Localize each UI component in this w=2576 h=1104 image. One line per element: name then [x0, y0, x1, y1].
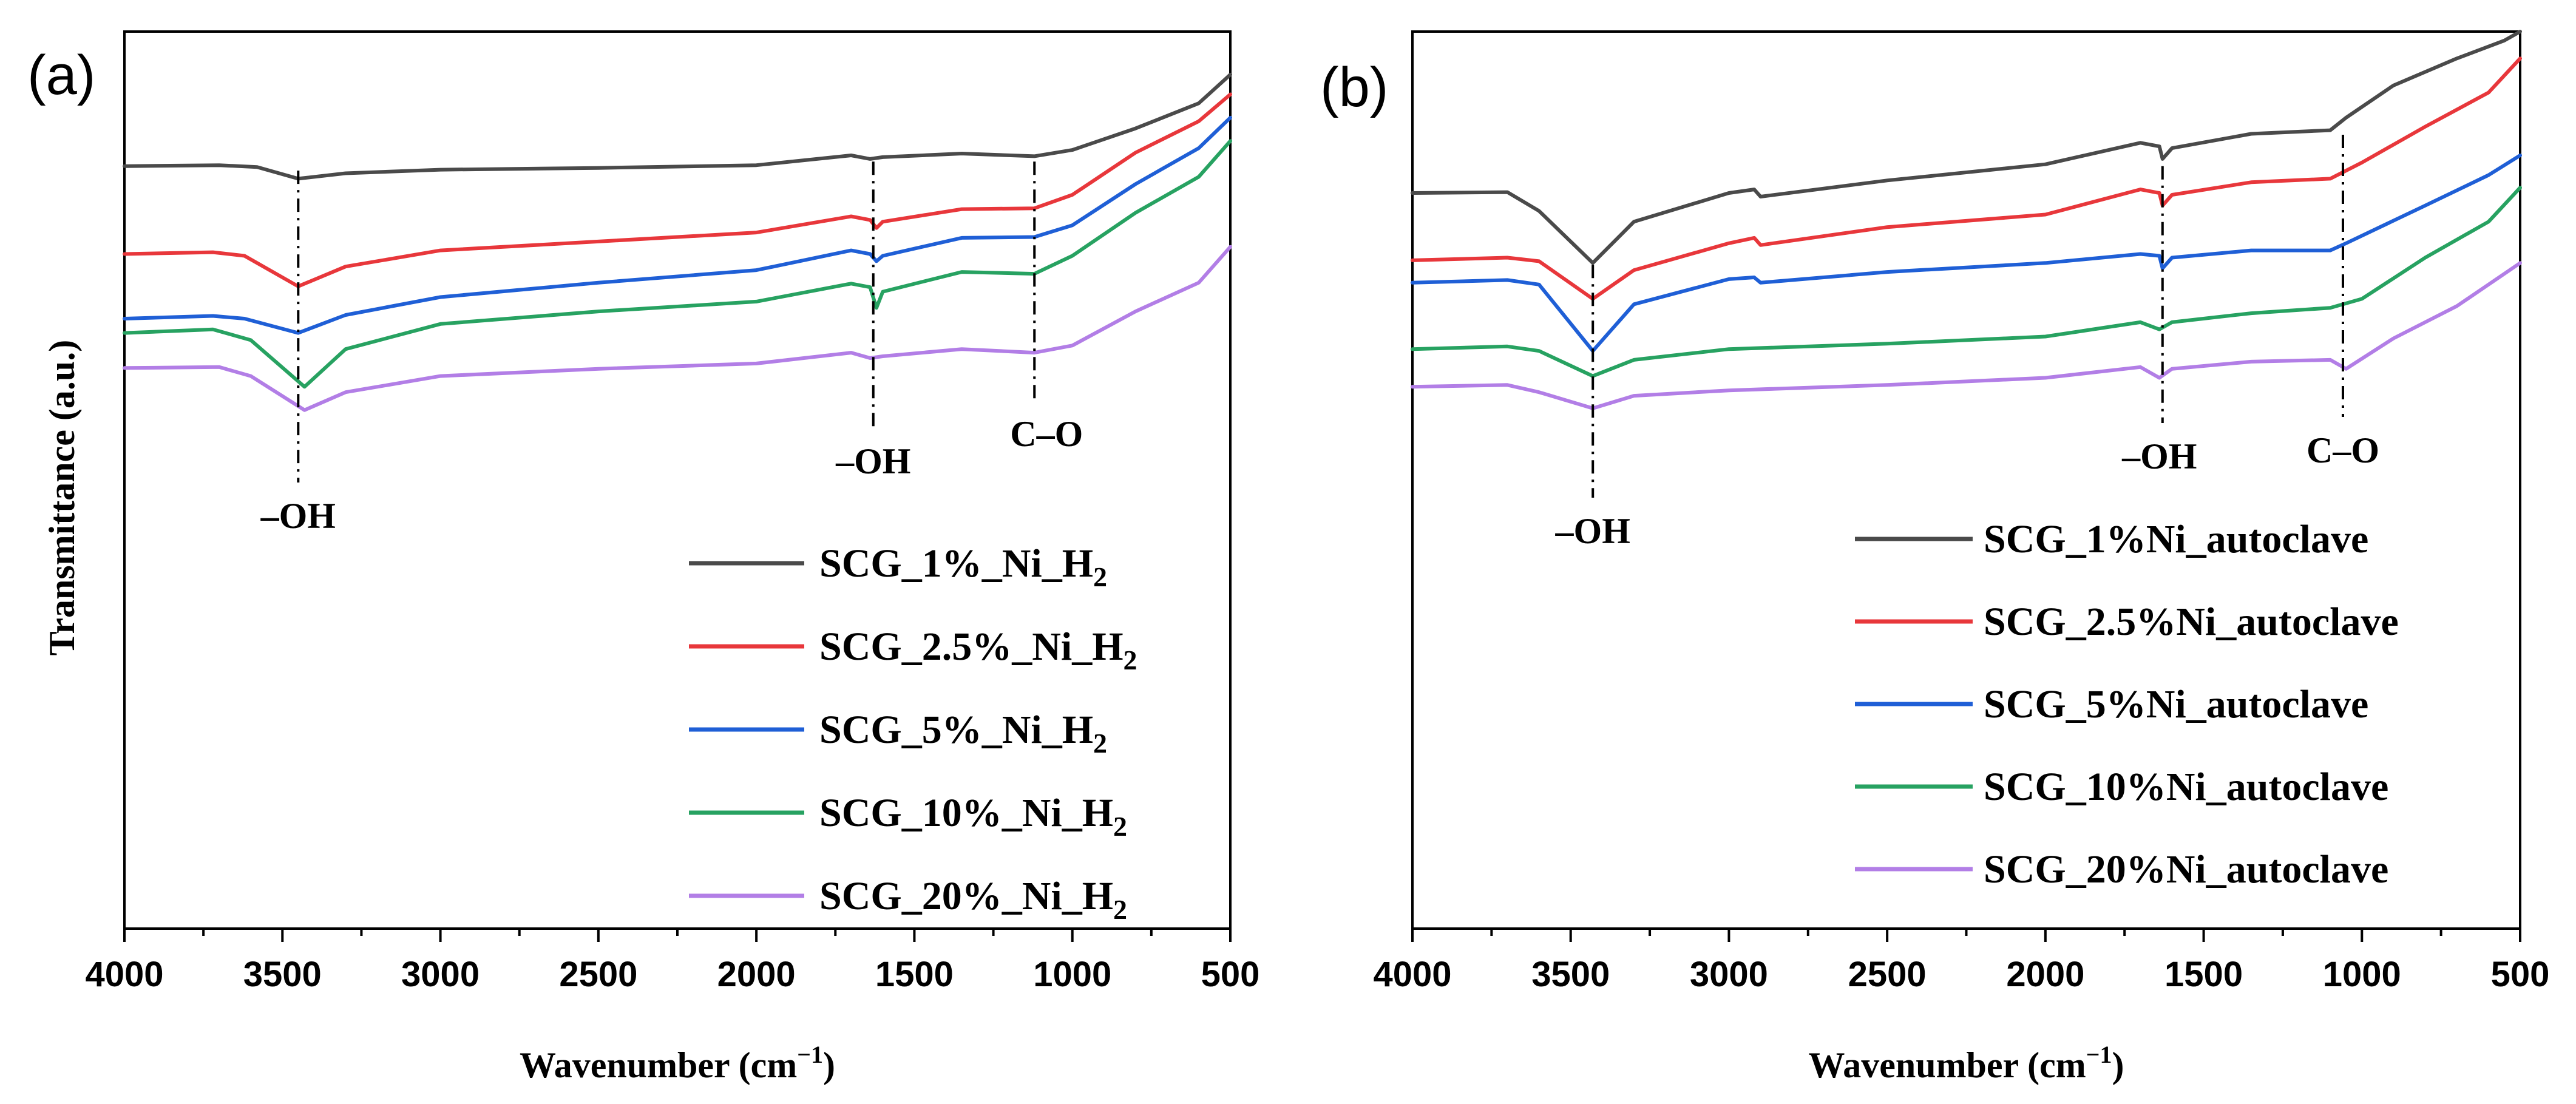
- legend-label: SCG_2.5%Ni_autoclave: [1984, 600, 2399, 644]
- annotation-label: –OH: [260, 496, 336, 536]
- series-line: [123, 115, 1232, 335]
- annotation-label: C–O: [2307, 430, 2379, 470]
- legend-label-sub: 2: [1093, 728, 1107, 759]
- legend-label-main: SCG_2.5%_Ni_H: [819, 625, 1124, 669]
- annotation-label: –OH: [835, 441, 910, 481]
- legend-label-main: SCG_1%Ni_autoclave: [1984, 517, 2368, 561]
- x-tick-label: 2000: [717, 955, 796, 994]
- legend-label: SCG_5%Ni_autoclave: [1984, 682, 2368, 726]
- x-tick-label: 3500: [243, 955, 322, 994]
- legend-label-main: SCG_20%Ni_autoclave: [1984, 847, 2388, 892]
- legend-label-main: SCG_5%_Ni_H: [819, 708, 1093, 752]
- legend-label-sub: 2: [1113, 811, 1127, 842]
- legend-label: SCG_2.5%_Ni_H2: [819, 625, 1137, 676]
- x-tick-label: 2000: [2006, 955, 2084, 994]
- x-axis-title-close: ): [823, 1045, 835, 1085]
- panel-label: (b): [1320, 56, 1388, 118]
- x-axis-title-sup: −1: [797, 1041, 823, 1068]
- annotation-label: C–O: [1010, 414, 1083, 454]
- x-axis-title-main: Wavenumber (cm: [1809, 1045, 2086, 1085]
- series-line: [1411, 186, 2522, 378]
- legend-label-main: SCG_2.5%Ni_autoclave: [1984, 600, 2399, 644]
- panel-a: 4000 3500 3000 2500 2000 1500 1000 500 Wavenumbe…: [27, 30, 1260, 1085]
- series-line: [123, 72, 1232, 181]
- legend-label-main: SCG_1%_Ni_H: [819, 541, 1093, 586]
- legend-label-sub: 2: [1093, 561, 1107, 592]
- x-tick-label: 500: [2491, 955, 2550, 994]
- x-tick-label: 1000: [2323, 955, 2401, 994]
- legend-label-main: SCG_20%_Ni_H: [819, 874, 1113, 918]
- panel-b: 4000 3500 3000 2500 2000 1500 1000 500 Wavenumbe…: [1320, 30, 2550, 1085]
- x-tick-label: 4000: [1373, 955, 1451, 994]
- series-line: [123, 92, 1232, 288]
- series-line: [1411, 261, 2522, 410]
- legend-label-sub: 2: [1124, 645, 1137, 676]
- x-tick-label: 4000: [85, 955, 163, 994]
- series-line: [1411, 154, 2522, 353]
- series-line: [1411, 56, 2522, 301]
- panel-label: (a): [27, 44, 95, 106]
- legend-label: SCG_1%Ni_autoclave: [1984, 517, 2368, 561]
- series-line: [123, 139, 1232, 389]
- series-line: [123, 245, 1232, 412]
- x-axis-title: Wavenumber (cm−1): [520, 1041, 835, 1085]
- x-tick-label: 2500: [1848, 955, 1927, 994]
- x-tick-label: 3000: [401, 955, 480, 994]
- annotation-label: –OH: [2121, 436, 2197, 476]
- legend-label-main: SCG_10%Ni_autoclave: [1984, 765, 2388, 809]
- x-tick-label: 1000: [1033, 955, 1111, 994]
- legend-label: SCG_1%_Ni_H2: [819, 541, 1107, 592]
- x-axis-title-close: ): [2112, 1045, 2124, 1085]
- annotation-label: –OH: [1555, 511, 1630, 551]
- x-axis-title: Wavenumber (cm−1): [1809, 1041, 2124, 1085]
- x-tick-label: 2500: [559, 955, 637, 994]
- series-line: [1411, 30, 2522, 265]
- legend-label: SCG_10%Ni_autoclave: [1984, 765, 2388, 809]
- x-axis-title-main: Wavenumber (cm: [520, 1045, 797, 1085]
- legend-label: SCG_5%_Ni_H2: [819, 708, 1107, 759]
- legend-label: SCG_10%_Ni_H2: [819, 791, 1127, 842]
- x-tick-label: 1500: [875, 955, 954, 994]
- y-axis-title: Transmittance (a.u.): [42, 340, 82, 656]
- x-axis-title-sup: −1: [2086, 1041, 2112, 1068]
- legend-label-sub: 2: [1113, 894, 1127, 925]
- legend-label-main: SCG_5%Ni_autoclave: [1984, 682, 2368, 726]
- x-tick-label: 3500: [1531, 955, 1610, 994]
- x-tick-label: 1500: [2164, 955, 2243, 994]
- legend-label: SCG_20%_Ni_H2: [819, 874, 1127, 925]
- legend-label: SCG_20%Ni_autoclave: [1984, 847, 2388, 892]
- x-tick-label: 3000: [1690, 955, 1768, 994]
- legend-label-main: SCG_10%_Ni_H: [819, 791, 1113, 835]
- x-tick-label: 500: [1201, 955, 1260, 994]
